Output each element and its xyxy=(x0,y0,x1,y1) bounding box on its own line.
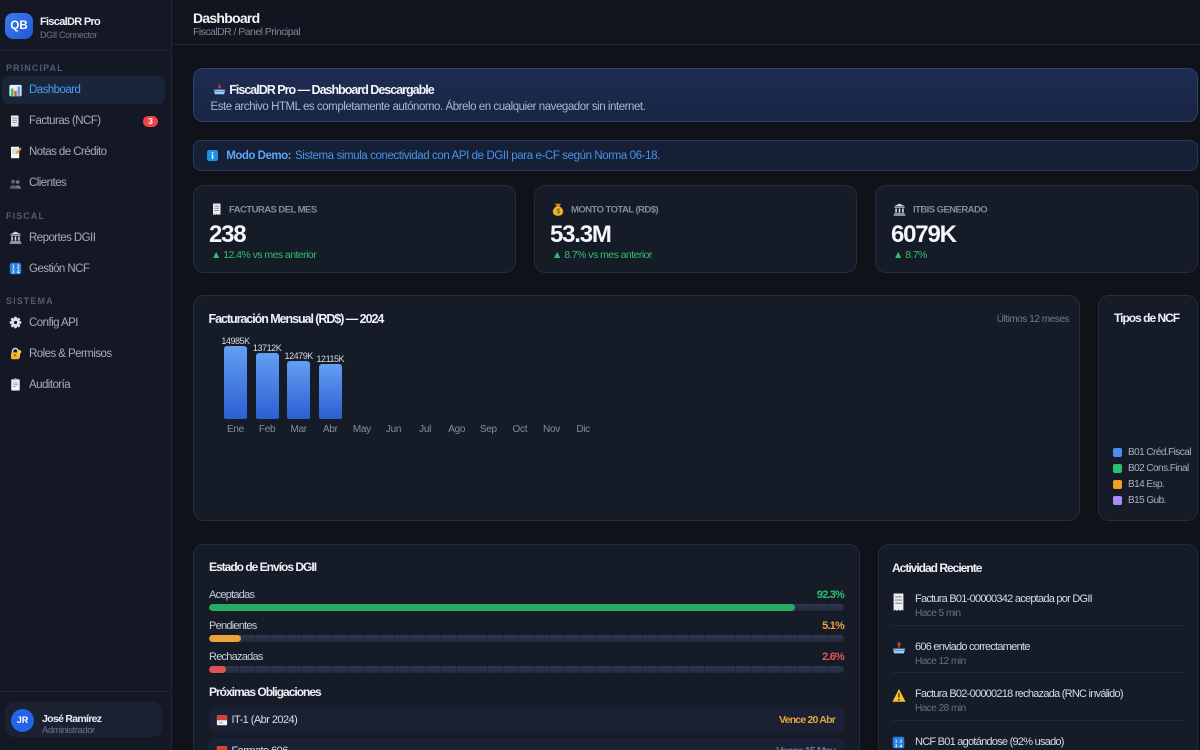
svg-text:$: $ xyxy=(556,208,560,215)
svg-text:4: 4 xyxy=(17,270,20,275)
svg-text:2: 2 xyxy=(17,264,20,270)
svg-text:3: 3 xyxy=(12,270,15,275)
svg-text:2: 2 xyxy=(900,738,903,743)
svg-text:1: 1 xyxy=(895,738,898,743)
svg-text:3: 3 xyxy=(895,743,898,748)
svg-text:4: 4 xyxy=(900,743,903,748)
svg-text:1: 1 xyxy=(12,264,15,270)
